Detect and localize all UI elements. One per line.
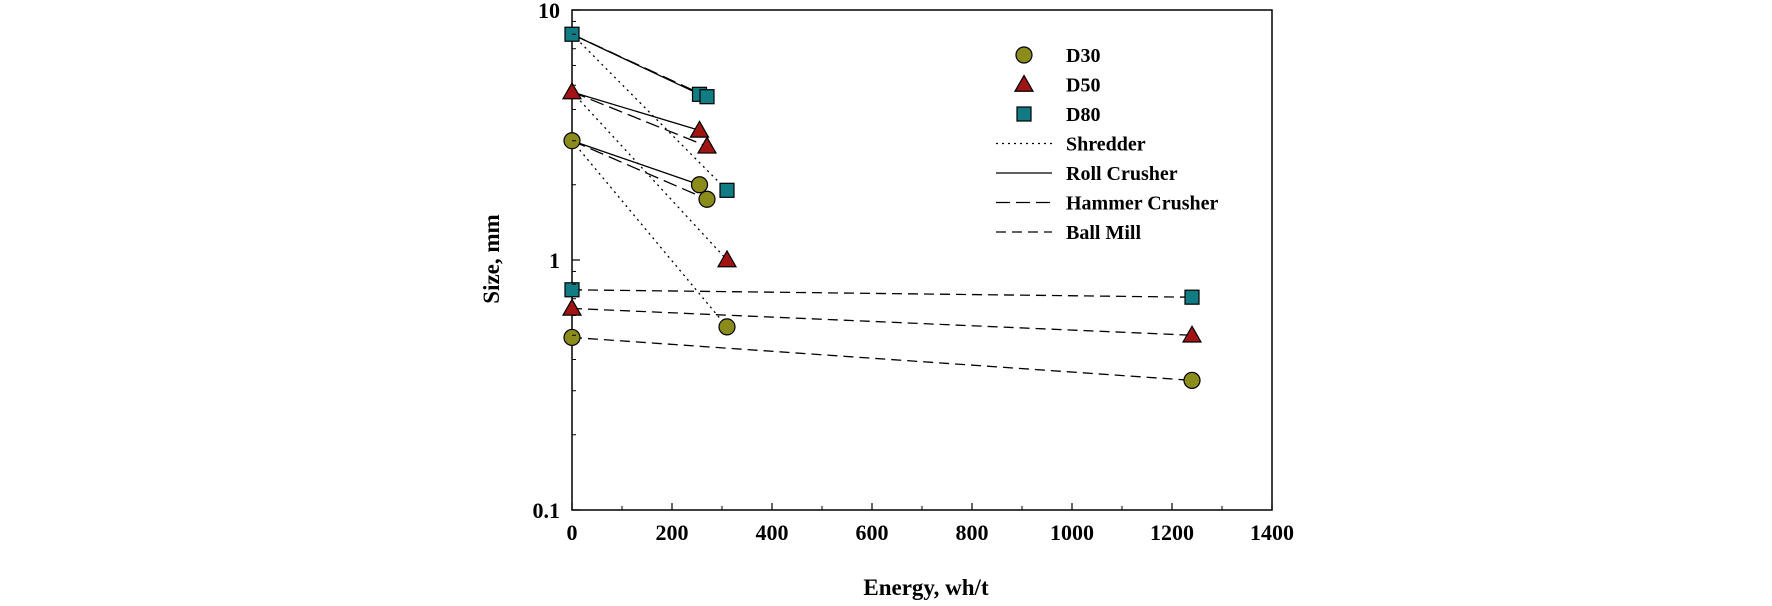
x-tick-label: 1200	[1150, 520, 1194, 545]
line-ball-mill-segment	[571, 289, 1193, 298]
data-point-d80	[719, 182, 735, 198]
data-point-d80	[564, 282, 580, 298]
data-point-d30	[690, 176, 709, 194]
line-hammer-crusher-segment	[571, 140, 708, 200]
data-point-d30	[698, 190, 716, 208]
data-point-d50	[696, 136, 718, 154]
legend-label-ball-mill: Ball Mill	[1066, 222, 1141, 244]
line-hammer-crusher-segment	[571, 33, 708, 98]
legend-marker-d30	[1015, 46, 1033, 64]
line-hammer-crusher-segment	[571, 91, 708, 147]
line-ball-mill-segment	[571, 336, 1193, 382]
plot-area	[571, 9, 1273, 511]
line-shredder-segment	[571, 140, 728, 328]
line-ball-mill-segment	[571, 307, 1193, 336]
x-tick-label: 1400	[1250, 520, 1294, 545]
data-point-d50	[716, 249, 738, 268]
y-axis-title: Size, mm	[479, 214, 504, 303]
x-tick-label: 400	[756, 520, 789, 545]
x-tick-label: 0	[567, 520, 578, 545]
data-point-d50	[561, 81, 583, 100]
legend-marker-d50	[1013, 74, 1035, 92]
data-point-d30	[718, 318, 736, 336]
y-tick-label: 1	[549, 248, 560, 273]
line-shredder-segment	[571, 91, 728, 261]
line-roll-crusher-segment	[571, 140, 700, 186]
x-axis-title: Energy, wh/t	[863, 575, 989, 600]
data-point-d50	[689, 120, 710, 138]
legend-label-d50: D50	[1066, 75, 1100, 97]
data-point-d80	[699, 89, 715, 105]
data-point-d50	[1181, 325, 1203, 343]
line-roll-crusher-segment	[571, 91, 700, 131]
data-point-d50	[561, 298, 583, 316]
legend-label-hammer-crusher: Hammer Crusher	[1066, 193, 1218, 215]
x-tick-label: 200	[656, 520, 689, 545]
y-tick-label: 0.1	[533, 498, 561, 523]
legend-marker-d80	[1016, 106, 1032, 122]
data-point-d30	[1183, 371, 1201, 389]
legend-label-d80: D80	[1066, 104, 1100, 126]
x-tick-label: 800	[956, 520, 989, 545]
legend-label-roll-crusher: Roll Crusher	[1066, 163, 1178, 185]
line-shredder-segment	[571, 33, 728, 191]
x-tick-label: 1000	[1050, 520, 1094, 545]
y-tick-label: 10	[538, 0, 560, 23]
legend-label-d30: D30	[1066, 45, 1100, 67]
data-point-d80	[1184, 289, 1200, 305]
legend-label-shredder: Shredder	[1066, 134, 1146, 156]
x-tick-label: 600	[856, 520, 889, 545]
data-point-d30	[563, 328, 581, 347]
